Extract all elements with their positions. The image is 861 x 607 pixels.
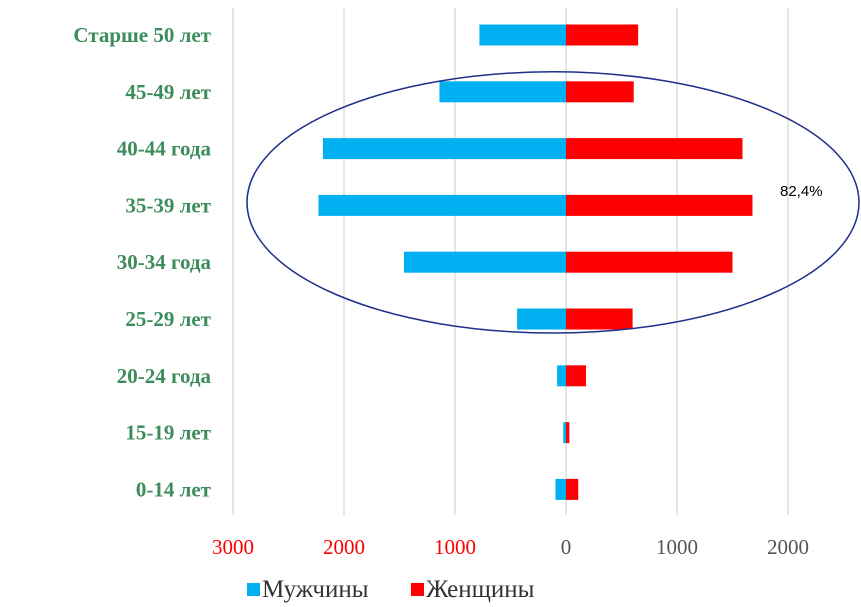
bar-women-6 — [566, 365, 586, 387]
category-label-7: 15-19 лет — [125, 421, 211, 445]
bar-men-4 — [403, 251, 566, 273]
bar-men-0 — [479, 24, 566, 46]
annotation-ellipse — [246, 71, 860, 334]
legend-swatch-1 — [411, 583, 424, 596]
x-tick-labels: 3000 2000 1000 0 1000 2000 — [212, 535, 809, 559]
bar-men-1 — [439, 81, 566, 103]
legend-swatch-0 — [247, 583, 260, 596]
category-label-4: 30-34 года — [117, 250, 212, 274]
bar-men-8 — [555, 478, 566, 500]
x-tick-label-5: 2000 — [767, 535, 809, 559]
category-label-6: 20-24 года — [117, 364, 212, 388]
legend: Мужчины Женщины — [247, 576, 535, 603]
bar-men-6 — [557, 365, 566, 387]
bar-women-0 — [566, 24, 639, 46]
bar-men-3 — [318, 194, 566, 216]
x-tick-label-3: 0 — [561, 535, 572, 559]
category-labels: Старше 50 лет 45-49 лет 40-44 года 35-39 ле… — [73, 23, 211, 501]
category-label-8: 0-14 лет — [136, 477, 212, 501]
category-label-1: 45-49 лет — [125, 80, 211, 104]
bar-women-4 — [566, 251, 733, 273]
category-label-0: Старше 50 лет — [73, 23, 211, 47]
x-tick-label-2: 1000 — [434, 535, 476, 559]
annotation-group: 82,4% — [246, 71, 860, 334]
category-label-3: 35-39 лет — [125, 193, 211, 217]
bar-women-8 — [566, 478, 579, 500]
bar-women-1 — [566, 81, 634, 103]
bar-men-2 — [322, 138, 566, 160]
bar-women-7 — [566, 422, 570, 444]
bar-women-3 — [566, 194, 753, 216]
bar-men-5 — [517, 308, 566, 330]
annotation-text: 82,4% — [780, 183, 823, 200]
bar-men-7 — [563, 422, 566, 444]
legend-label-1: Женщины — [426, 576, 535, 603]
x-tick-label-0: 3000 — [212, 535, 254, 559]
x-tick-label-1: 2000 — [323, 535, 365, 559]
category-label-2: 40-44 года — [117, 137, 212, 161]
bar-women-5 — [566, 308, 633, 330]
legend-label-0: Мужчины — [262, 576, 369, 603]
category-label-5: 25-29 лет — [125, 307, 211, 331]
bar-women-2 — [566, 138, 743, 160]
x-tick-label-4: 1000 — [656, 535, 698, 559]
bars — [318, 24, 753, 500]
